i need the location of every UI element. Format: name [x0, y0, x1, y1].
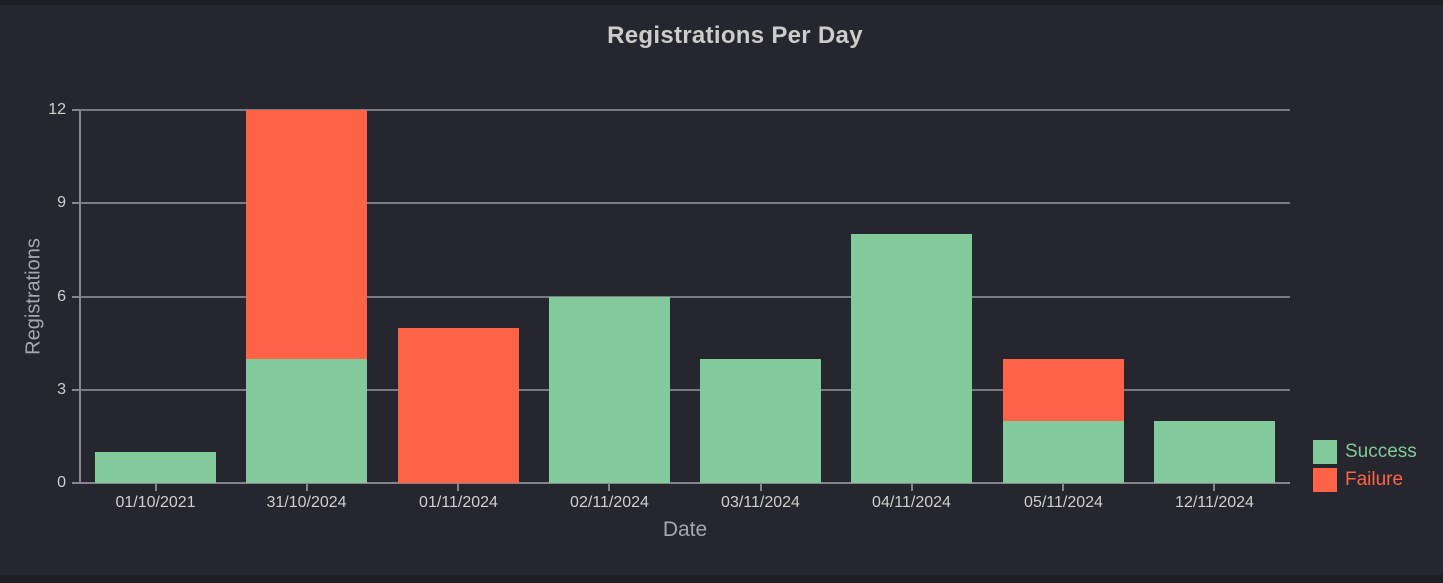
y-axis-line: [79, 110, 81, 483]
legend-swatch-success: [1313, 440, 1337, 464]
y-tick-label: 12: [48, 101, 66, 118]
bar-segment-success-5[interactable]: [851, 234, 972, 483]
x-tick-label: 03/11/2024: [721, 494, 800, 511]
y-tick-mark: [72, 389, 80, 391]
x-tick-label: 05/11/2024: [1024, 494, 1103, 511]
bar-segment-success-4[interactable]: [700, 359, 821, 483]
x-tick-mark: [306, 483, 308, 491]
x-tick-mark: [457, 483, 459, 491]
gridline-y3: [80, 389, 1290, 391]
gridline-y6: [80, 296, 1290, 298]
x-tick-mark: [911, 483, 913, 491]
y-tick-label: 6: [57, 288, 66, 305]
bar-segment-success-1[interactable]: [246, 359, 367, 483]
x-tick-mark: [1062, 483, 1064, 491]
x-tick-label: 04/11/2024: [872, 494, 951, 511]
bar-segment-success-0[interactable]: [95, 452, 216, 483]
legend-swatch-failure: [1313, 468, 1337, 492]
y-tick-mark: [72, 482, 80, 484]
legend-label: Failure: [1345, 469, 1404, 490]
x-tick-mark: [608, 483, 610, 491]
legend-label: Success: [1345, 441, 1417, 462]
gridline-y12: [80, 109, 1290, 111]
y-tick-mark: [72, 109, 80, 111]
legend: Success Failure: [1313, 440, 1417, 496]
y-tick-mark: [72, 296, 80, 298]
bar-segment-success-7[interactable]: [1154, 421, 1275, 483]
y-tick-mark: [72, 202, 80, 204]
bar-segment-success-6[interactable]: [1003, 421, 1124, 483]
x-axis-title: Date: [662, 518, 708, 541]
x-tick-mark: [760, 483, 762, 491]
legend-item-success[interactable]: Success: [1313, 440, 1417, 464]
x-tick-label: 12/11/2024: [1175, 494, 1254, 511]
x-tick-label: 31/10/2024: [266, 494, 347, 511]
x-tick-label: 02/11/2024: [570, 494, 649, 511]
x-axis-line: [79, 482, 1290, 484]
legend-item-failure[interactable]: Failure: [1313, 468, 1417, 492]
x-tick-label: 01/10/2021: [115, 494, 196, 511]
chart-title: Registrations Per Day: [607, 22, 863, 49]
chart-canvas: [0, 5, 1443, 575]
bar-segment-success-3[interactable]: [549, 297, 670, 483]
y-tick-label: 0: [57, 474, 66, 491]
bar-segment-failure-1[interactable]: [246, 110, 367, 359]
y-tick-label: 3: [57, 381, 66, 398]
bar-segment-failure-6[interactable]: [1003, 359, 1124, 421]
x-tick-mark: [155, 483, 157, 491]
x-tick-mark: [1213, 483, 1215, 491]
y-tick-label: 9: [57, 194, 66, 211]
bar-segment-failure-2[interactable]: [398, 328, 519, 483]
gridline-y9: [80, 202, 1290, 204]
x-tick-label: 01/11/2024: [419, 494, 498, 511]
